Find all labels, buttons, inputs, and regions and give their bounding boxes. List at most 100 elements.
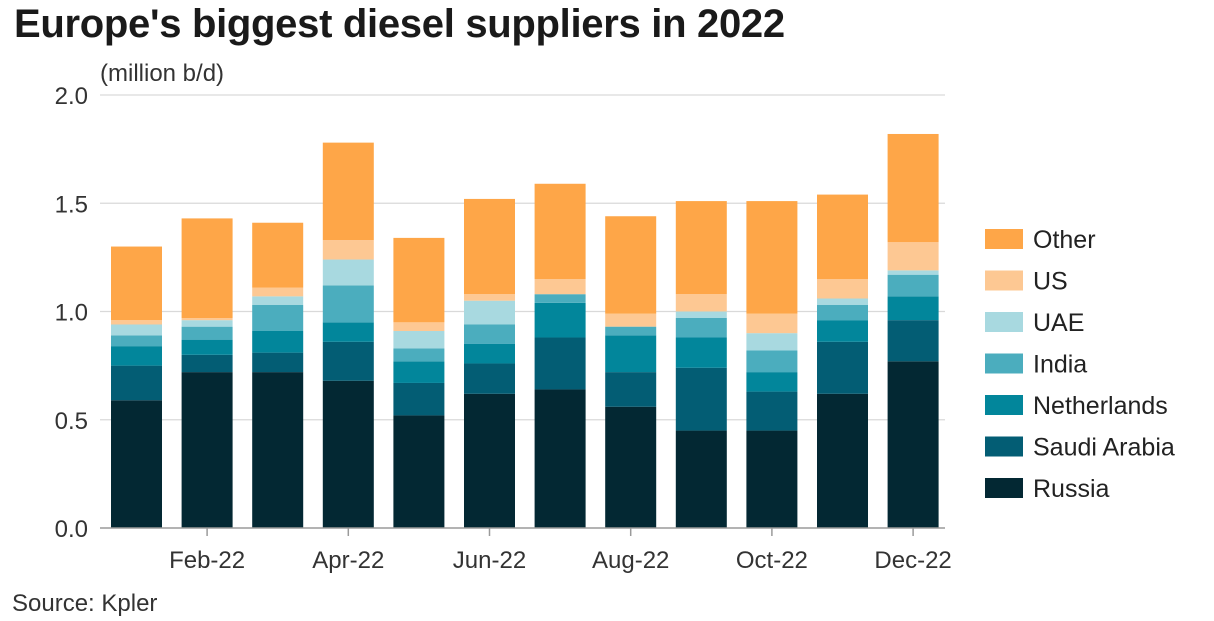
bar-segment-uae bbox=[322, 259, 374, 286]
bar-segment-uae bbox=[746, 333, 798, 351]
legend-label: Saudi Arabia bbox=[1033, 434, 1175, 462]
bar-segment-us bbox=[605, 313, 657, 327]
bar-segment-netherlands bbox=[322, 322, 374, 342]
bar-segment-netherlands bbox=[181, 339, 233, 355]
bar-segment-other bbox=[817, 194, 868, 280]
bar-segment-russia bbox=[393, 415, 445, 528]
bar-segment-russia bbox=[605, 406, 657, 528]
bar-segment-india bbox=[464, 324, 515, 344]
bar-segment-russia bbox=[817, 393, 868, 528]
bar-segment-saudi-arabia bbox=[111, 365, 162, 401]
bar-segment-other bbox=[393, 237, 445, 323]
gridlines bbox=[100, 94, 945, 421]
y-tick-label: 0.0 bbox=[55, 516, 88, 543]
y-tick-label: 2.0 bbox=[55, 83, 88, 110]
bar-segment-other bbox=[887, 133, 939, 243]
bar-segment-uae bbox=[464, 300, 515, 325]
y-tick-label: 0.5 bbox=[55, 408, 88, 435]
legend-label: Russia bbox=[1033, 475, 1110, 503]
bar-segment-saudi-arabia bbox=[393, 382, 445, 416]
bar-segment-us bbox=[887, 242, 939, 271]
bar-segment-uae bbox=[817, 298, 868, 306]
bar-segment-india bbox=[322, 285, 374, 323]
legend-swatch bbox=[985, 312, 1023, 332]
bar-segment-saudi-arabia bbox=[252, 352, 304, 373]
bar-segment-netherlands bbox=[111, 346, 162, 366]
bar-segment-india bbox=[887, 274, 939, 297]
bar-segment-uae bbox=[111, 324, 162, 336]
bar-segment-russia bbox=[252, 372, 304, 528]
bar-segment-saudi-arabia bbox=[746, 391, 798, 431]
bar-segment-other bbox=[111, 246, 162, 321]
bar-segment-india bbox=[675, 317, 727, 338]
legend: Other US UAE India Netherlands Saudi Arabia Ru… bbox=[985, 226, 1175, 503]
bar-segment-uae bbox=[887, 270, 939, 275]
bar-segment-us bbox=[322, 240, 374, 260]
bar-segment-saudi-arabia bbox=[675, 367, 727, 431]
bar-segment-other bbox=[464, 198, 515, 295]
bar-segment-saudi-arabia bbox=[181, 354, 233, 373]
x-tick-label: Aug-22 bbox=[592, 547, 669, 574]
bar-segment-us bbox=[464, 294, 515, 301]
bar-segment-netherlands bbox=[534, 302, 586, 338]
bar-segment-uae bbox=[675, 311, 727, 318]
bar-segment-netherlands bbox=[817, 320, 868, 342]
bar-segment-uae bbox=[252, 296, 304, 306]
legend-label: US bbox=[1033, 268, 1068, 296]
bar-segment-netherlands bbox=[746, 372, 798, 392]
bar-segment-russia bbox=[464, 393, 515, 528]
bar-segment-india bbox=[393, 348, 445, 362]
chart-title: Europe's biggest diesel suppliers in 202… bbox=[14, 2, 785, 46]
bar-segment-india bbox=[181, 326, 233, 340]
source-note: Source: Kpler bbox=[12, 590, 158, 617]
bar-segment-india bbox=[817, 305, 868, 321]
y-tick-label: 1.5 bbox=[55, 191, 88, 218]
bar-segment-us bbox=[534, 279, 586, 295]
bar-segment-uae bbox=[181, 320, 233, 327]
bar-segment-other bbox=[675, 201, 727, 295]
bar-segment-us bbox=[393, 322, 445, 331]
bar-segment-saudi-arabia bbox=[605, 372, 657, 407]
bar-segment-saudi-arabia bbox=[817, 341, 868, 394]
bar-segment-russia bbox=[181, 372, 233, 528]
bar-segment-netherlands bbox=[675, 337, 727, 368]
bar-segment-saudi-arabia bbox=[322, 341, 374, 381]
legend-label: India bbox=[1033, 351, 1087, 379]
bar-segment-other bbox=[605, 216, 657, 314]
legend-swatch bbox=[985, 436, 1023, 457]
bar-segment-other bbox=[181, 218, 233, 318]
legend-swatch bbox=[985, 478, 1023, 498]
legend-label: Netherlands bbox=[1033, 392, 1168, 420]
bar-segment-us bbox=[252, 287, 304, 297]
legend-label: UAE bbox=[1033, 309, 1084, 337]
bar-segment-india bbox=[534, 294, 586, 303]
bar-segment-russia bbox=[746, 430, 798, 528]
bar-segment-netherlands bbox=[605, 335, 657, 373]
bar-segment-us bbox=[746, 313, 798, 334]
bar-segment-saudi-arabia bbox=[464, 363, 515, 394]
bar-segment-us bbox=[181, 317, 233, 321]
bar-segment-netherlands bbox=[252, 330, 304, 353]
bar-segment-other bbox=[322, 142, 374, 241]
legend-swatch bbox=[985, 270, 1023, 291]
x-tick-label: Feb-22 bbox=[169, 547, 245, 574]
x-tick-label: Jun-22 bbox=[453, 547, 526, 574]
bar-segment-russia bbox=[111, 400, 162, 528]
y-axis-unit-label: (million b/d) bbox=[100, 60, 225, 87]
legend-label: Other bbox=[1033, 226, 1096, 254]
bars bbox=[111, 133, 939, 528]
bar-segment-india bbox=[111, 335, 162, 347]
bar-segment-other bbox=[746, 201, 798, 314]
y-tick-label: 1.0 bbox=[55, 300, 88, 327]
bar-segment-saudi-arabia bbox=[887, 320, 939, 362]
bar-segment-netherlands bbox=[887, 296, 939, 321]
bar-segment-us bbox=[675, 294, 727, 312]
bar-segment-other bbox=[252, 222, 304, 288]
bar-segment-us bbox=[111, 320, 162, 325]
x-tick-label: Oct-22 bbox=[736, 547, 808, 574]
bar-segment-russia bbox=[675, 430, 727, 528]
bar-segment-russia bbox=[322, 380, 374, 528]
bar-segment-russia bbox=[887, 361, 939, 528]
bar-segment-netherlands bbox=[464, 343, 515, 364]
